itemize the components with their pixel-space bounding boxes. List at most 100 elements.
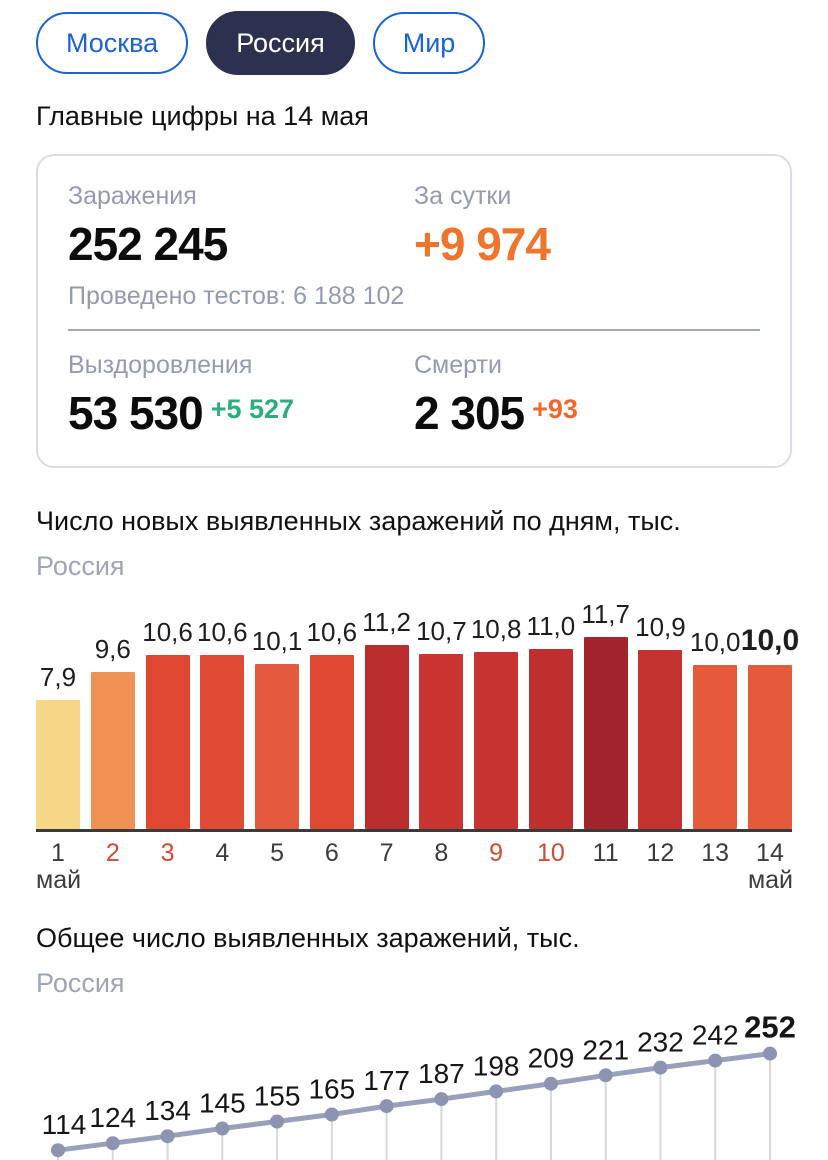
x-axis-label: 4: [215, 839, 230, 868]
deaths-label: Смерти: [414, 350, 502, 379]
recoveries-delta: +5 527: [210, 393, 295, 424]
recoveries-block: Выздоровления 53 530 +5 527: [68, 351, 414, 439]
bar: [419, 653, 464, 830]
bar: [309, 655, 354, 830]
point-value-label: 134: [144, 1095, 191, 1126]
x-axis-label: 7: [379, 839, 394, 868]
data-point: [51, 1142, 65, 1157]
point-value-label: 114: [42, 1109, 87, 1140]
daily-value: +9 974: [414, 218, 551, 270]
infections-value: 252 245: [68, 218, 228, 270]
total-infections-line: [55, 1050, 773, 1153]
point-value-label: 198: [473, 1050, 520, 1081]
bar-value-label: 7,9: [39, 661, 77, 692]
recoveries-label: Выздоровления: [68, 350, 253, 379]
deaths-value: 2 305: [414, 386, 525, 439]
data-point: [324, 1107, 339, 1122]
bar-column: 11,7: [581, 599, 630, 830]
line-chart: Яндекс1141241341451551651771871982092212…: [42, 1009, 796, 1160]
x-axis-label: 11: [592, 839, 619, 868]
bar: [36, 699, 80, 830]
data-point: [708, 1053, 723, 1068]
data-point: [543, 1076, 558, 1091]
point-value-label: 124: [89, 1102, 136, 1133]
tests-conducted: Проведено тестов: 6 188 102: [68, 281, 405, 310]
x-axis-label: 8: [434, 839, 449, 868]
x-axis-label: 12: [646, 839, 675, 868]
data-point: [270, 1114, 285, 1129]
data-point: [489, 1084, 504, 1099]
bar-column: 10,1: [252, 626, 302, 830]
bar-chart-subtitle: Россия: [36, 551, 125, 582]
bar-column: 10,7: [416, 616, 467, 830]
point-value-label: 177: [363, 1065, 410, 1096]
point-value-label: 252: [744, 1009, 796, 1044]
region-tab-russia[interactable]: Россия: [206, 11, 355, 75]
bar-column: 10,8: [471, 614, 521, 830]
bar-column: 11,0: [526, 610, 576, 830]
bar-value-label: 9,6: [94, 633, 131, 664]
bar: [747, 665, 792, 830]
bar-column: 9,6: [90, 633, 135, 830]
daily-label: За сутки: [414, 182, 512, 210]
x-axis-label: 6: [324, 839, 339, 868]
daily-block: За сутки +9 974: [414, 182, 760, 270]
bar-chart-title: Число новых выявленных заражений по дням…: [36, 506, 681, 537]
bar: [474, 652, 519, 830]
infections-block: Заражения 252 245: [68, 182, 414, 270]
data-point: [160, 1128, 175, 1143]
bar-column: 10,9: [635, 612, 686, 830]
deaths-block: Смерти 2 305 +93: [414, 351, 760, 439]
point-value-label: 242: [692, 1019, 739, 1050]
bar-value-label: 10,6: [197, 617, 248, 648]
x-axis-label: 13: [701, 839, 730, 868]
point-value-label: 187: [418, 1058, 465, 1089]
card-divider: [68, 328, 760, 331]
bar-value-label: 10,9: [635, 612, 686, 643]
data-point: [434, 1091, 449, 1106]
data-point: [379, 1098, 394, 1113]
bar-column: 10,6: [197, 617, 248, 830]
point-value-label: 232: [637, 1026, 684, 1057]
page-title: Главные цифры на 14 мая: [36, 101, 369, 131]
bar: [200, 655, 245, 830]
bar-value-label: 10,8: [470, 614, 522, 644]
total-infections-chart-section: Общее число выявленных заражений, тыс. Р…: [36, 922, 796, 1160]
data-point: [215, 1121, 230, 1136]
x-axis-label: 2: [105, 839, 120, 868]
deaths-delta: +93: [532, 393, 578, 424]
data-point: [653, 1060, 668, 1075]
x-axis-label: 1 май: [36, 839, 82, 894]
point-value-label: 209: [528, 1042, 575, 1073]
bar-column: 7,9: [36, 662, 80, 830]
bar-value-label: 10,6: [306, 617, 358, 648]
x-axis-label: 10: [536, 839, 565, 868]
bar-value-label: 11,0: [526, 610, 576, 641]
bar: [528, 648, 573, 830]
data-point: [763, 1046, 777, 1061]
point-value-label: 221: [582, 1034, 629, 1065]
bar-chart: 7,9 9,6 10,6 10,6 10,1 10,6 11,2 10,7 10,8 11,0 11…: [36, 592, 799, 833]
bar: [255, 663, 300, 830]
x-axis-label: 3: [160, 839, 175, 868]
region-tab-moscow[interactable]: Москва: [36, 12, 189, 74]
bar-value-label: 10,0: [740, 624, 800, 658]
bar-column: 11,2: [362, 607, 411, 830]
x-axis-label: 5: [270, 839, 285, 868]
region-tab-world[interactable]: Мир: [372, 12, 486, 74]
summary-top-row: Заражения 252 245 За сутки +9 974: [68, 182, 760, 270]
bar-value-label: 10,6: [142, 617, 193, 648]
bar: [364, 645, 409, 830]
bar-column: 10,0: [741, 624, 799, 830]
x-axis-label: 9: [489, 839, 504, 868]
line-chart-title: Общее число выявленных заражений, тыс.: [36, 922, 580, 953]
point-value-label: 165: [308, 1073, 355, 1104]
bar-chart-x-axis: 1 май 2 3 4 5 6 7 8 9 10 11 12 13 14 май: [36, 839, 794, 894]
bar: [145, 655, 190, 830]
data-point: [598, 1067, 613, 1082]
infections-label: Заражения: [68, 182, 197, 210]
x-axis-label: 14 май: [747, 839, 794, 894]
summary-card: Заражения 252 245 За сутки +9 974 Провед…: [36, 154, 792, 469]
daily-infections-chart-section: Число новых выявленных заражений по дням…: [36, 506, 799, 894]
bar-column: 10,6: [307, 617, 357, 830]
